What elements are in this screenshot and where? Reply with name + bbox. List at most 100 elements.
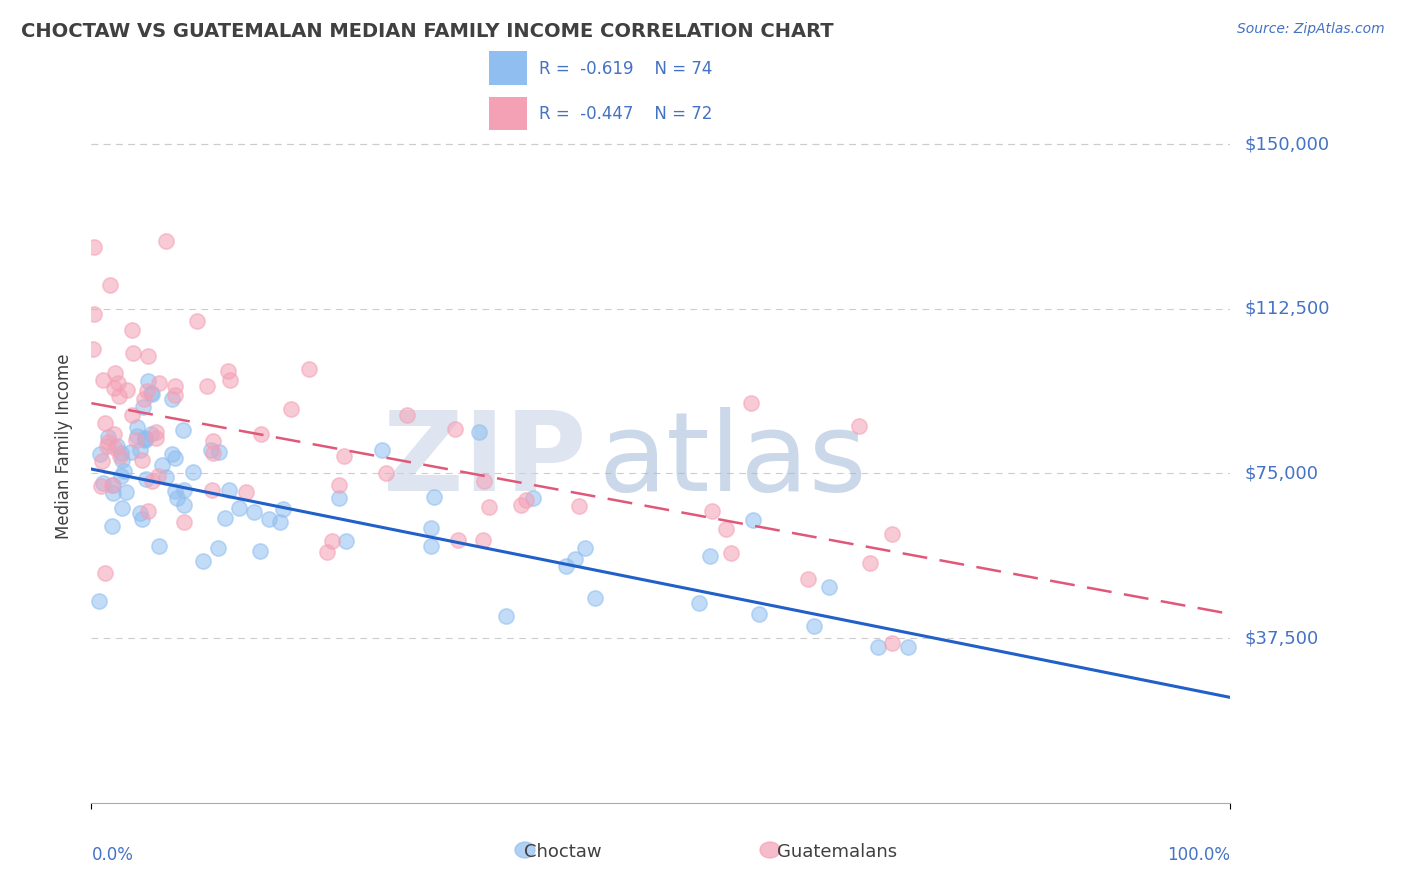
Point [155,469,177,483]
Text: Choctaw: Choctaw [523,843,602,861]
Ellipse shape [761,842,780,858]
Point [740,396,762,410]
Point [110,468,132,483]
Point [165,450,187,465]
Point [89,447,111,461]
Point [495,609,517,624]
Point [134,432,156,446]
Point [115,485,138,500]
Point [509,498,531,512]
FancyBboxPatch shape [489,96,527,130]
Point [700,504,723,518]
Point [316,545,339,559]
Point [117,383,139,397]
Point [328,478,350,492]
Point [271,502,294,516]
Point [165,379,187,393]
Point [101,478,124,492]
Point [166,491,188,505]
Point [173,483,195,497]
Point [208,445,231,459]
Point [141,387,163,401]
Text: 0.0%: 0.0% [91,846,134,863]
Point [218,373,240,387]
Point [131,511,153,525]
Point [138,375,160,389]
Point [131,453,153,467]
Point [87,594,110,608]
Point [98,278,121,293]
Text: $75,000: $75,000 [1244,465,1319,483]
Point [803,618,825,632]
Point [741,513,763,527]
Point [148,376,170,390]
Point [249,544,271,558]
Point [107,376,129,390]
Point [93,416,115,430]
Point [335,534,357,549]
Point [103,486,125,500]
Point [150,458,173,472]
Point [714,522,737,536]
Point [328,491,350,505]
Point [472,533,495,548]
Point [396,409,419,423]
Point [101,518,124,533]
Point [135,472,157,486]
Text: R =  -0.619    N = 74: R = -0.619 N = 74 [538,60,713,78]
Point [859,556,882,570]
Text: $37,500: $37,500 [1244,629,1319,647]
Point [515,493,537,508]
Point [447,533,470,547]
Point [94,566,117,580]
Point [125,420,148,434]
Point [478,500,501,515]
Point [202,446,225,460]
Point [114,464,136,478]
Point [134,432,156,446]
Point [90,479,112,493]
Point [218,483,240,498]
Point [121,408,143,422]
Point [568,499,591,513]
Point [83,240,105,254]
Point [104,441,127,455]
Point [186,314,208,328]
Point [214,511,236,525]
Point [91,475,114,490]
Point [128,443,150,458]
Point [200,442,222,457]
Point [207,541,229,555]
Point [564,552,586,566]
Point [217,364,239,378]
Text: R =  -0.447    N = 72: R = -0.447 N = 72 [538,105,713,123]
Point [103,381,125,395]
Point [522,491,544,505]
Point [96,439,118,453]
Point [181,465,204,479]
Point [554,559,576,574]
Point [132,392,155,406]
Point [82,342,104,356]
Point [195,378,218,392]
Text: 100.0%: 100.0% [1167,846,1230,863]
Point [173,499,195,513]
Point [868,640,890,654]
Point [111,500,134,515]
Point [333,449,356,463]
Text: ZIP: ZIP [384,407,586,514]
Point [93,373,115,387]
Ellipse shape [515,842,536,858]
Point [162,392,184,407]
FancyBboxPatch shape [489,52,527,86]
Point [848,419,870,434]
Point [371,442,394,457]
Point [228,501,250,516]
Point [148,469,170,483]
Y-axis label: Median Family Income: Median Family Income [55,353,73,539]
Point [420,539,443,553]
Point [83,307,105,321]
Point [136,504,159,518]
Point [97,435,120,450]
Text: $150,000: $150,000 [1244,135,1329,153]
